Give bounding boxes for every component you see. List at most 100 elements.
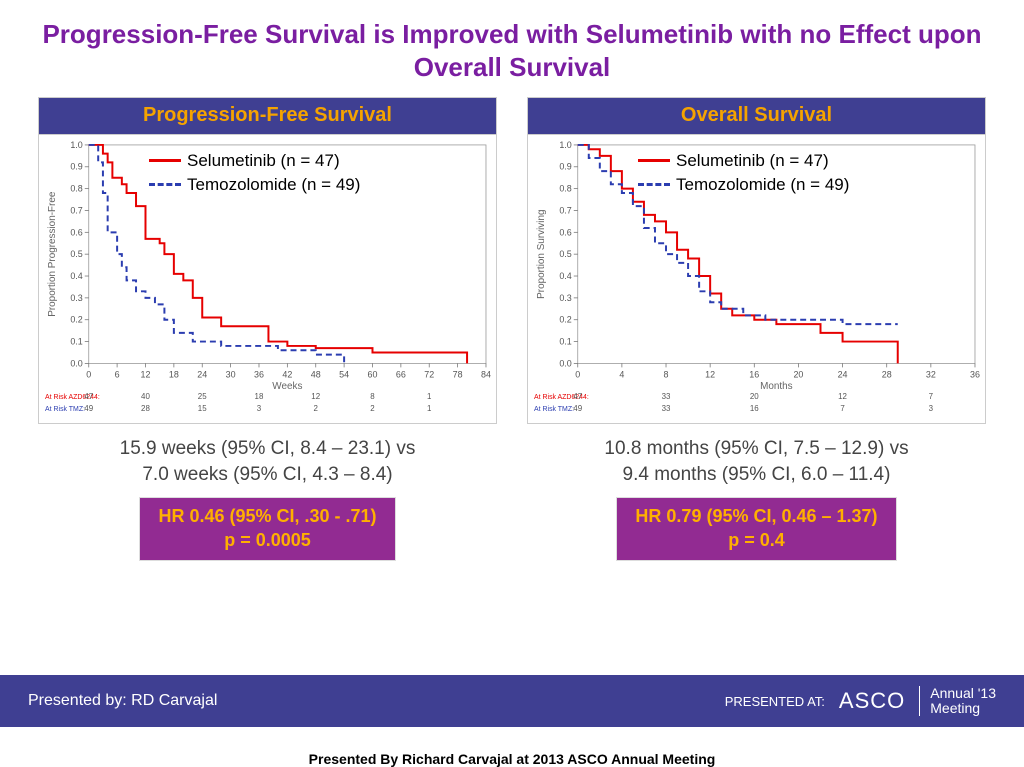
svg-text:32: 32: [926, 369, 936, 379]
legend-label: Temozolomide (n = 49): [187, 173, 360, 197]
svg-text:28: 28: [141, 404, 150, 413]
os-header: Overall Survival: [527, 97, 986, 134]
svg-text:30: 30: [226, 369, 236, 379]
svg-text:36: 36: [254, 369, 264, 379]
pfs-caption: 15.9 weeks (95% CI, 8.4 – 23.1) vs 7.0 w…: [116, 424, 420, 497]
svg-text:1.0: 1.0: [70, 140, 82, 150]
svg-text:At Risk TMZ:: At Risk TMZ:: [45, 406, 85, 413]
svg-text:Months: Months: [760, 381, 793, 392]
os-caption: 10.8 months (95% CI, 7.5 – 12.9) vs 9.4 …: [600, 424, 912, 497]
sub-caption: Presented By Richard Carvajal at 2013 AS…: [0, 727, 1024, 767]
svg-text:1.0: 1.0: [559, 140, 571, 150]
svg-text:0.2: 0.2: [70, 315, 82, 325]
meeting-top: Annual '13: [930, 685, 996, 701]
svg-text:8: 8: [370, 392, 375, 401]
svg-text:78: 78: [453, 369, 463, 379]
legend-temozolomide: Temozolomide (n = 49): [149, 173, 360, 197]
svg-text:36: 36: [970, 369, 980, 379]
os-hr-box: HR 0.79 (95% CI, 0.46 – 1.37) p = 0.4: [616, 497, 896, 561]
os-chart: 0.00.10.20.30.40.50.60.70.80.91.00481216…: [527, 134, 986, 424]
meeting-label: Annual '13 Meeting: [919, 686, 996, 717]
svg-text:84: 84: [481, 369, 491, 379]
os-column: Overall Survival 0.00.10.20.30.40.50.60.…: [527, 97, 986, 561]
svg-text:0.7: 0.7: [70, 205, 82, 215]
svg-text:12: 12: [311, 392, 320, 401]
slide: Progression-Free Survival is Improved wi…: [0, 0, 1024, 767]
asco-logo: ASCO: [839, 688, 905, 714]
svg-text:0.3: 0.3: [70, 293, 82, 303]
svg-text:0.2: 0.2: [559, 315, 571, 325]
caption-line: 15.9 weeks (95% CI, 8.4 – 23.1) vs: [120, 438, 416, 459]
svg-text:7: 7: [840, 404, 845, 413]
svg-text:33: 33: [662, 392, 671, 401]
hr-line: HR 0.79 (95% CI, 0.46 – 1.37): [635, 506, 877, 526]
os-legend: Selumetinib (n = 47) Temozolomide (n = 4…: [638, 149, 849, 197]
svg-text:54: 54: [339, 369, 349, 379]
pfs-header: Progression-Free Survival: [38, 97, 497, 134]
svg-text:0.5: 0.5: [559, 249, 571, 259]
svg-text:0: 0: [575, 369, 580, 379]
line-swatch-solid: [638, 159, 670, 162]
charts-row: Progression-Free Survival 0.0 0.1 0.2 0.3 0.…: [0, 97, 1024, 561]
svg-text:49: 49: [84, 404, 93, 413]
svg-text:18: 18: [169, 369, 179, 379]
svg-text:Proportion Surviving: Proportion Surviving: [536, 210, 547, 299]
pfs-legend: Selumetinib (n = 47) Temozolomide (n = 4…: [149, 149, 360, 197]
svg-text:Proportion Progression-Free: Proportion Progression-Free: [47, 191, 58, 317]
svg-text:28: 28: [882, 369, 892, 379]
svg-text:8: 8: [664, 369, 669, 379]
svg-text:15: 15: [198, 404, 207, 413]
legend-label: Selumetinib (n = 47): [187, 149, 340, 173]
svg-text:72: 72: [424, 369, 434, 379]
line-swatch-dash: [638, 183, 670, 186]
svg-text:0.4: 0.4: [70, 271, 82, 281]
svg-text:66: 66: [396, 369, 406, 379]
svg-text:18: 18: [255, 392, 264, 401]
svg-text:0.7: 0.7: [559, 205, 571, 215]
svg-text:0.5: 0.5: [70, 249, 82, 259]
svg-text:Weeks: Weeks: [272, 381, 302, 392]
presented-at-label: PRESENTED AT:: [725, 694, 825, 709]
svg-text:0.3: 0.3: [559, 293, 571, 303]
svg-text:3: 3: [257, 404, 262, 413]
svg-text:0.1: 0.1: [70, 337, 82, 347]
svg-text:4: 4: [619, 369, 624, 379]
pfs-column: Progression-Free Survival 0.0 0.1 0.2 0.3 0.…: [38, 97, 497, 561]
svg-text:47: 47: [84, 392, 93, 401]
svg-text:12: 12: [705, 369, 715, 379]
svg-text:0.6: 0.6: [70, 227, 82, 237]
svg-text:40: 40: [141, 392, 150, 401]
footer-bar: Presented by: RD Carvajal PRESENTED AT: …: [0, 675, 1024, 727]
caption-line: 10.8 months (95% CI, 7.5 – 12.9) vs: [604, 438, 908, 459]
presenter-text: Presented by: RD Carvajal: [28, 692, 217, 710]
svg-text:42: 42: [282, 369, 292, 379]
line-swatch-solid: [149, 159, 181, 162]
svg-text:2: 2: [314, 404, 319, 413]
legend-label: Temozolomide (n = 49): [676, 173, 849, 197]
page-title: Progression-Free Survival is Improved wi…: [0, 0, 1024, 97]
svg-text:20: 20: [793, 369, 803, 379]
svg-text:6: 6: [115, 369, 120, 379]
svg-text:7: 7: [929, 392, 934, 401]
svg-text:0.0: 0.0: [559, 358, 571, 368]
svg-text:0.0: 0.0: [70, 358, 82, 368]
svg-text:At Risk TMZ:: At Risk TMZ:: [534, 406, 574, 413]
svg-text:49: 49: [573, 404, 582, 413]
svg-text:1: 1: [427, 392, 432, 401]
svg-text:48: 48: [311, 369, 321, 379]
svg-text:33: 33: [662, 404, 671, 413]
svg-text:0.4: 0.4: [559, 271, 571, 281]
svg-text:1: 1: [427, 404, 432, 413]
svg-text:12: 12: [141, 369, 151, 379]
svg-text:24: 24: [838, 369, 848, 379]
legend-selumetinib: Selumetinib (n = 47): [149, 149, 360, 173]
svg-text:60: 60: [368, 369, 378, 379]
pfs-chart: 0.00.10.20.30.40.50.60.70.80.91.00612182…: [38, 134, 497, 424]
svg-text:20: 20: [750, 392, 759, 401]
legend-label: Selumetinib (n = 47): [676, 149, 829, 173]
svg-text:12: 12: [838, 392, 847, 401]
caption-line: 9.4 months (95% CI, 6.0 – 11.4): [623, 464, 891, 485]
svg-text:0.6: 0.6: [559, 227, 571, 237]
svg-text:0.9: 0.9: [559, 162, 571, 172]
hr-line: p = 0.0005: [224, 530, 311, 550]
